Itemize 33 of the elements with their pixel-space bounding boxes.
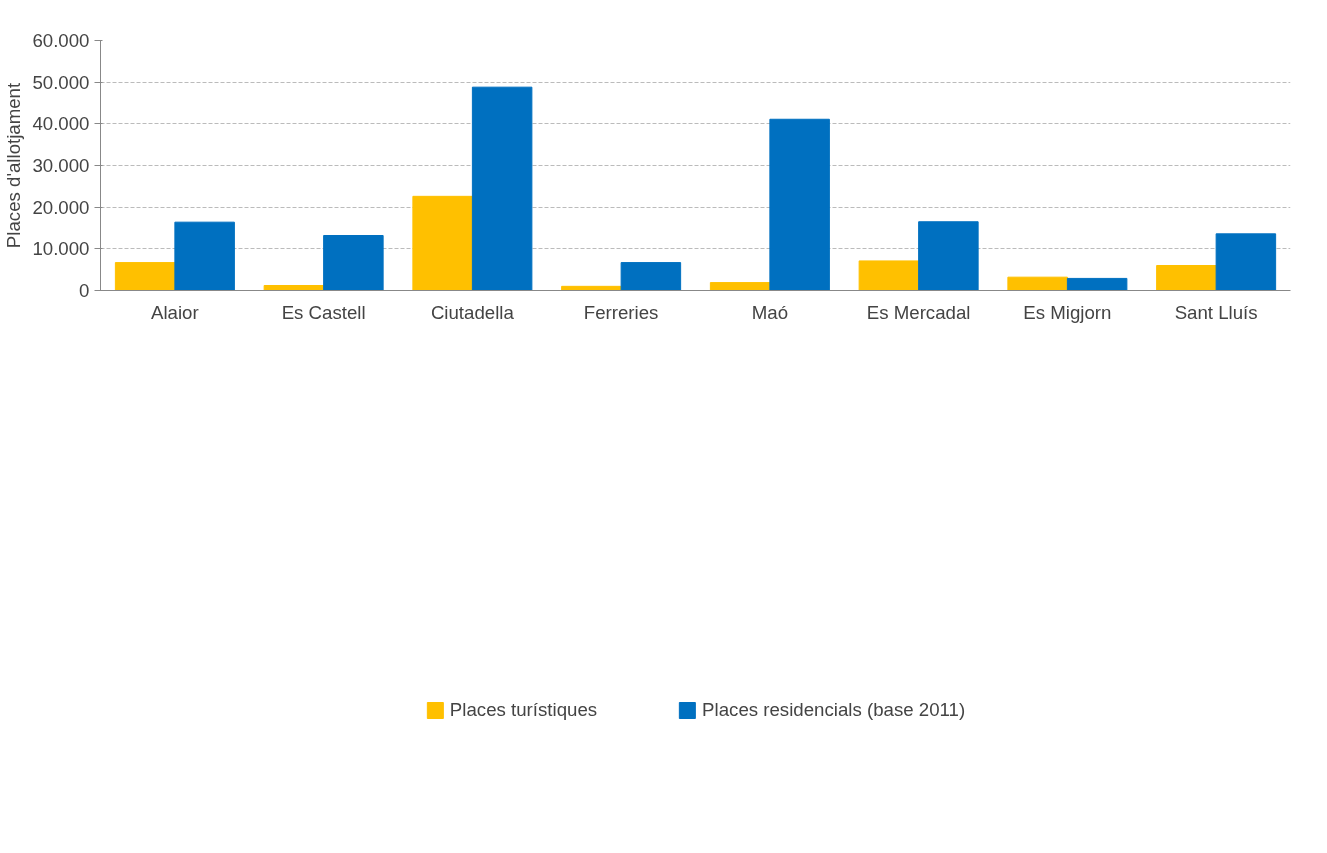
bar	[1156, 265, 1217, 291]
x-tick-label: Ciutadella	[430, 301, 515, 323]
bar	[709, 282, 771, 291]
x-tick-label: Es Castell	[281, 301, 366, 323]
y-tick-label: 20.000	[32, 196, 90, 218]
bar	[174, 221, 235, 291]
y-tick-label: 50.000	[32, 71, 90, 93]
legend-label: Places residencials (base 2011)	[702, 698, 966, 721]
bar	[620, 262, 682, 291]
bar	[412, 195, 473, 291]
bar	[918, 221, 979, 291]
y-tick-label: 60.000	[32, 30, 90, 51]
x-tick-label: Es Mercadal	[866, 301, 971, 323]
bar	[1007, 276, 1068, 291]
x-tick-label: Ferreries	[583, 301, 659, 323]
bar	[471, 86, 533, 291]
bar	[1215, 233, 1277, 291]
bar	[323, 235, 384, 291]
y-tick-label: 30.000	[32, 155, 90, 176]
x-tick-label: Maó	[751, 301, 789, 323]
bar	[769, 118, 830, 291]
x-tick-label: Es Migjorn	[1023, 301, 1112, 323]
bar	[858, 260, 920, 291]
y-tick-label: 40.000	[32, 113, 90, 135]
y-axis-title: Places d'allotjament	[3, 82, 25, 249]
y-tick-label: 10.000	[32, 238, 90, 260]
legend-label: Places turístiques	[449, 698, 598, 721]
x-tick-label: Alaior	[151, 301, 199, 323]
y-tick-label: 0	[79, 280, 90, 301]
bar	[1066, 277, 1128, 291]
x-tick-label: Sant Lluís	[1174, 301, 1258, 323]
bar	[263, 285, 325, 291]
bar	[114, 262, 176, 291]
